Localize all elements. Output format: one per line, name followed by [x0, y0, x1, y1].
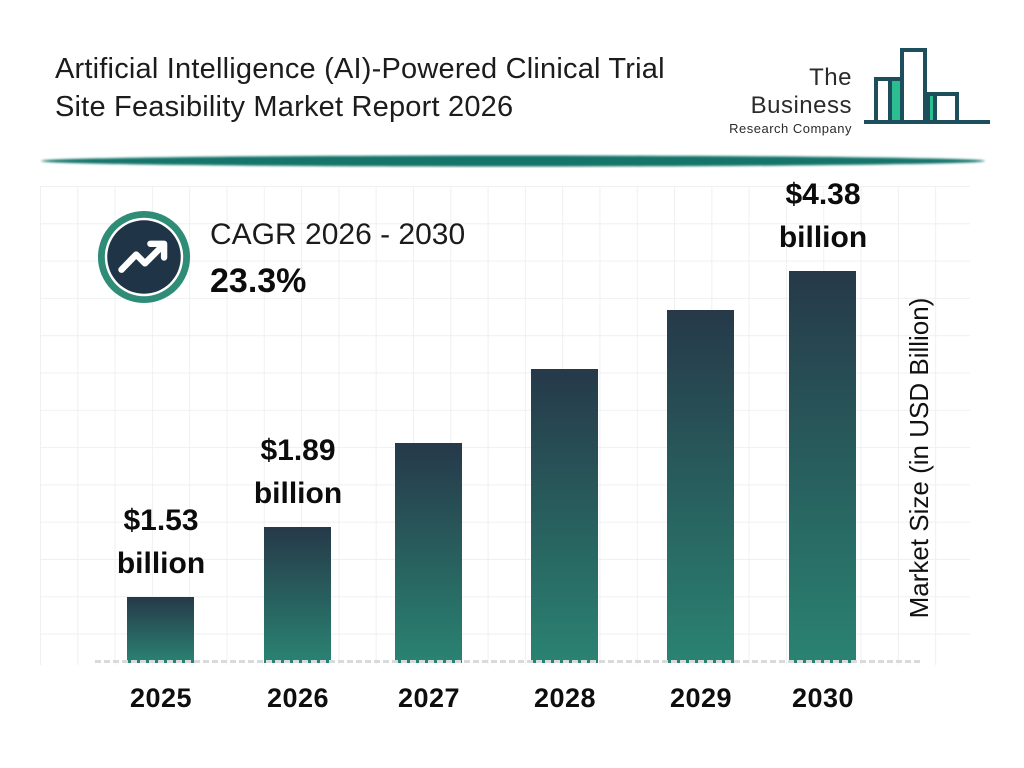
cagr-badge [95, 208, 193, 306]
bar-2029 [667, 310, 734, 663]
bar-2030 [789, 271, 856, 663]
bar-value-label-2030: $4.38 billion [723, 173, 923, 259]
bar-2026 [264, 527, 331, 663]
x-tick-2030: 2030 [791, 683, 855, 713]
x-axis-baseline [95, 660, 920, 663]
x-tick-2026: 2026 [266, 683, 330, 713]
cagr-value: 23.3% [210, 262, 307, 300]
company-logo-text: The Business Research Company [712, 64, 852, 136]
bar-value-label-2026: $1.89 billion [198, 429, 398, 515]
bar-skyline-logo-icon [862, 42, 994, 135]
page-title-line1: Artificial Intelligence (AI)-Powered Cli… [55, 53, 665, 85]
trending-up-icon [95, 210, 193, 310]
teal-divider [38, 152, 988, 170]
value-unit: billion [253, 477, 343, 510]
x-tick-2027: 2027 [397, 683, 461, 713]
value-unit: billion [116, 547, 206, 580]
x-tick-2025: 2025 [129, 683, 193, 713]
bar-2025 [127, 597, 194, 663]
bar-value-label-2025: $1.53 billion [61, 499, 261, 585]
value-unit: billion [778, 221, 868, 254]
bar-2027 [395, 443, 462, 663]
x-tick-2029: 2029 [669, 683, 733, 713]
value-amount: $4.38 [785, 178, 861, 211]
logo-subname: Research Company [729, 121, 852, 136]
cagr-period-label: CAGR 2026 - 2030 [210, 218, 466, 251]
logo-name: The Business [750, 64, 852, 119]
y-axis-label: Market Size (in USD Billion) [904, 297, 934, 619]
value-amount: $1.89 [260, 434, 336, 467]
x-tick-2028: 2028 [533, 683, 597, 713]
value-amount: $1.53 [123, 504, 199, 537]
page-title-line2: Site Feasibility Market Report 2026 [55, 91, 514, 123]
company-logo: The Business Research Company [712, 42, 1002, 136]
page-title: Artificial Intelligence (AI)-Powered Cli… [55, 50, 715, 126]
bar-2028 [531, 369, 598, 663]
